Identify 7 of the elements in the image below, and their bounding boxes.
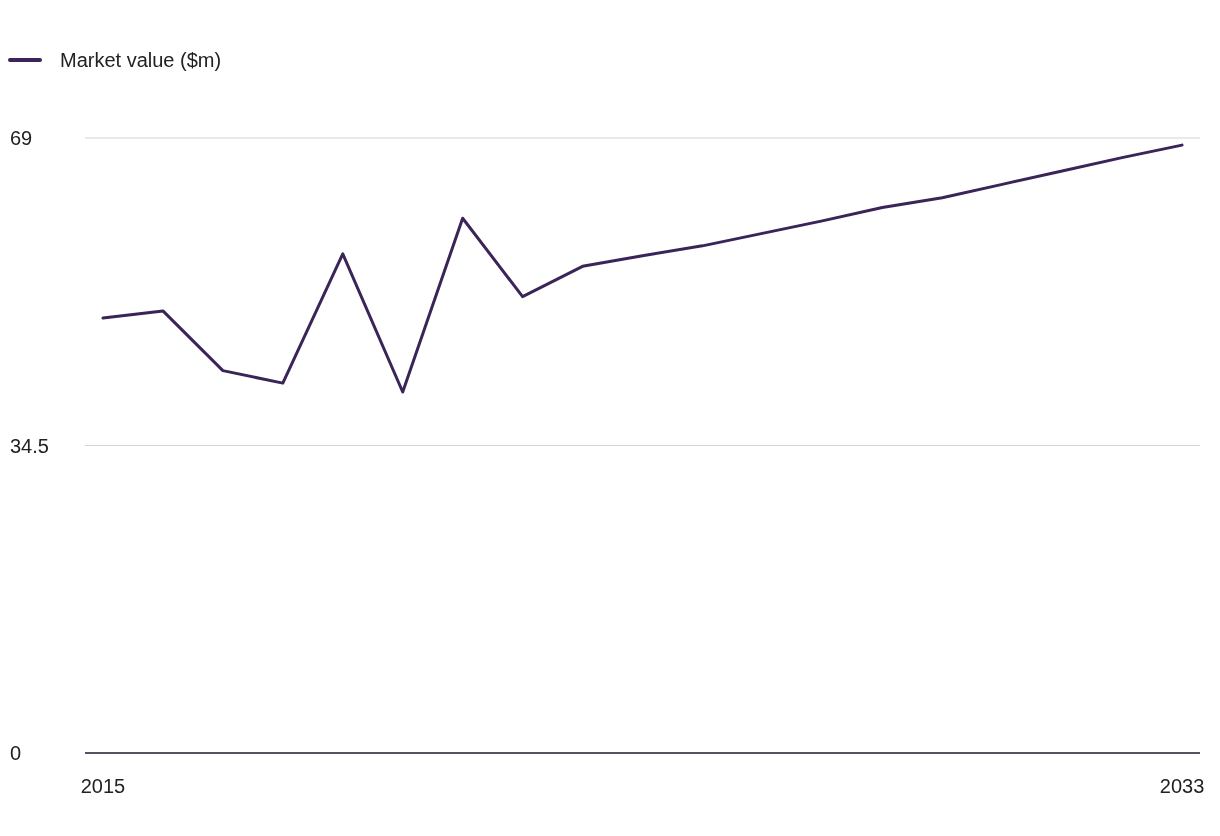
y-tick-label: 69	[10, 127, 33, 149]
y-tick-label: 0	[10, 742, 22, 764]
x-tick-label: 2015	[80, 775, 126, 797]
legend-label: Market value ($m)	[60, 49, 222, 71]
x-tick-label: 2033	[1159, 775, 1205, 797]
y-tick-label: 34.5	[10, 434, 49, 457]
line-series	[101, 143, 1184, 394]
